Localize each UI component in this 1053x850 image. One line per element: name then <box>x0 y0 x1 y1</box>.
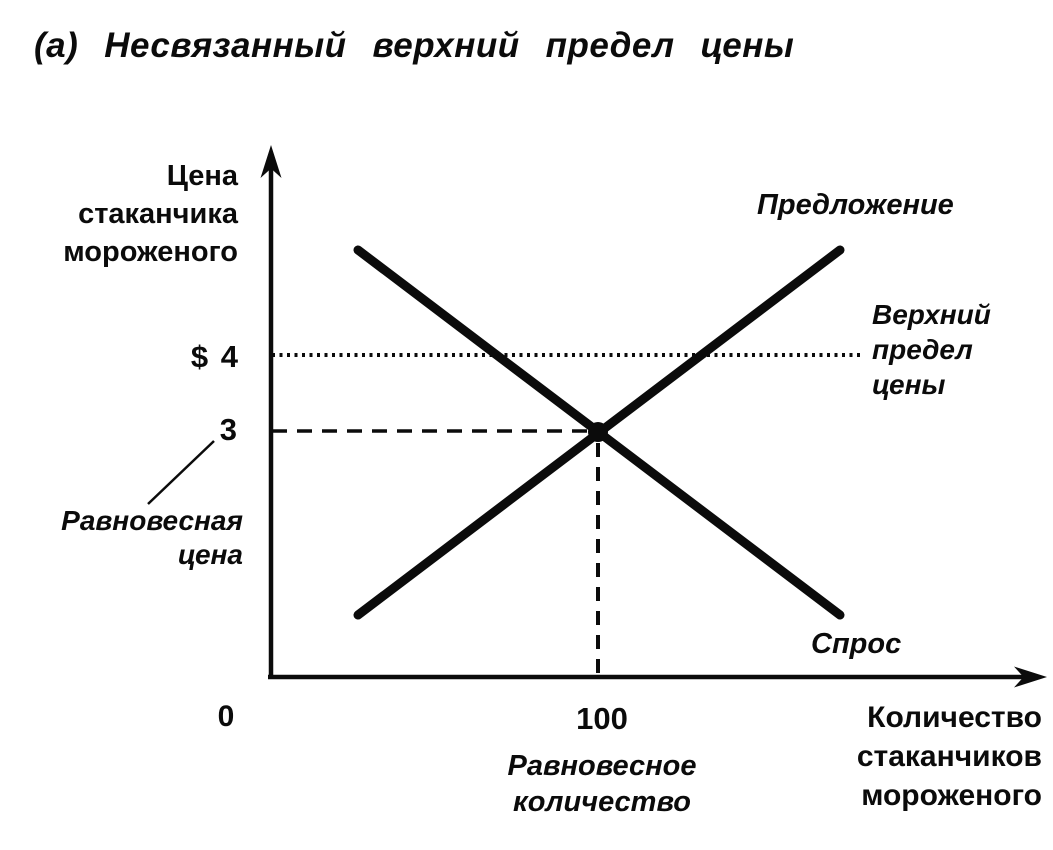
equilibrium-price-callout-line <box>147 440 215 505</box>
y-axis-label-line-2: стаканчика <box>78 198 238 230</box>
equilibrium-quantity-label-line-2: количество <box>513 786 691 818</box>
equilibrium-quantity-label-line-1: Равновесное <box>507 750 697 782</box>
x-axis-label-line-2: стаканчиков <box>856 740 1042 773</box>
x-axis-arrowhead <box>1014 666 1047 688</box>
x-axis-label: Количество стаканчиков мороженого <box>818 698 1042 815</box>
y-axis-label-line-1: Цена <box>166 160 238 192</box>
x-axis-label-line-3: мороженого <box>861 779 1042 812</box>
y-axis-arrowhead <box>260 145 282 178</box>
price-ceiling-label: Верхний предел цены <box>872 297 991 402</box>
price-ceiling-label-line-3: цены <box>872 369 946 400</box>
origin-tick: 0 <box>217 700 235 733</box>
equilibrium-quantity-tick: 100 <box>576 701 628 736</box>
equilibrium-quantity-label: Равновесное количество <box>477 748 727 820</box>
equilibrium-point <box>588 422 608 442</box>
y-axis-label: Цена стаканчика мороженого <box>40 157 238 271</box>
equilibrium-price-label-line-1: Равновесная <box>61 505 243 536</box>
x-axis-label-line-1: Количество <box>867 701 1042 734</box>
figure-title: (а) Несвязанный верхний предел цены <box>34 26 795 65</box>
equilibrium-price-label: Равновесная цена <box>40 504 243 572</box>
price-ceiling-label-line-2: предел <box>872 334 973 365</box>
supply-curve-label: Предложение <box>757 189 954 221</box>
price-ceiling-tick: $ 4 <box>190 339 240 374</box>
price-ceiling-label-line-1: Верхний <box>872 299 991 330</box>
equilibrium-price-label-line-2: цена <box>177 539 243 570</box>
demand-curve-label: Спрос <box>811 628 902 660</box>
equilibrium-price-tick: 3 <box>219 412 237 447</box>
y-axis-label-line-3: мороженого <box>63 236 238 268</box>
